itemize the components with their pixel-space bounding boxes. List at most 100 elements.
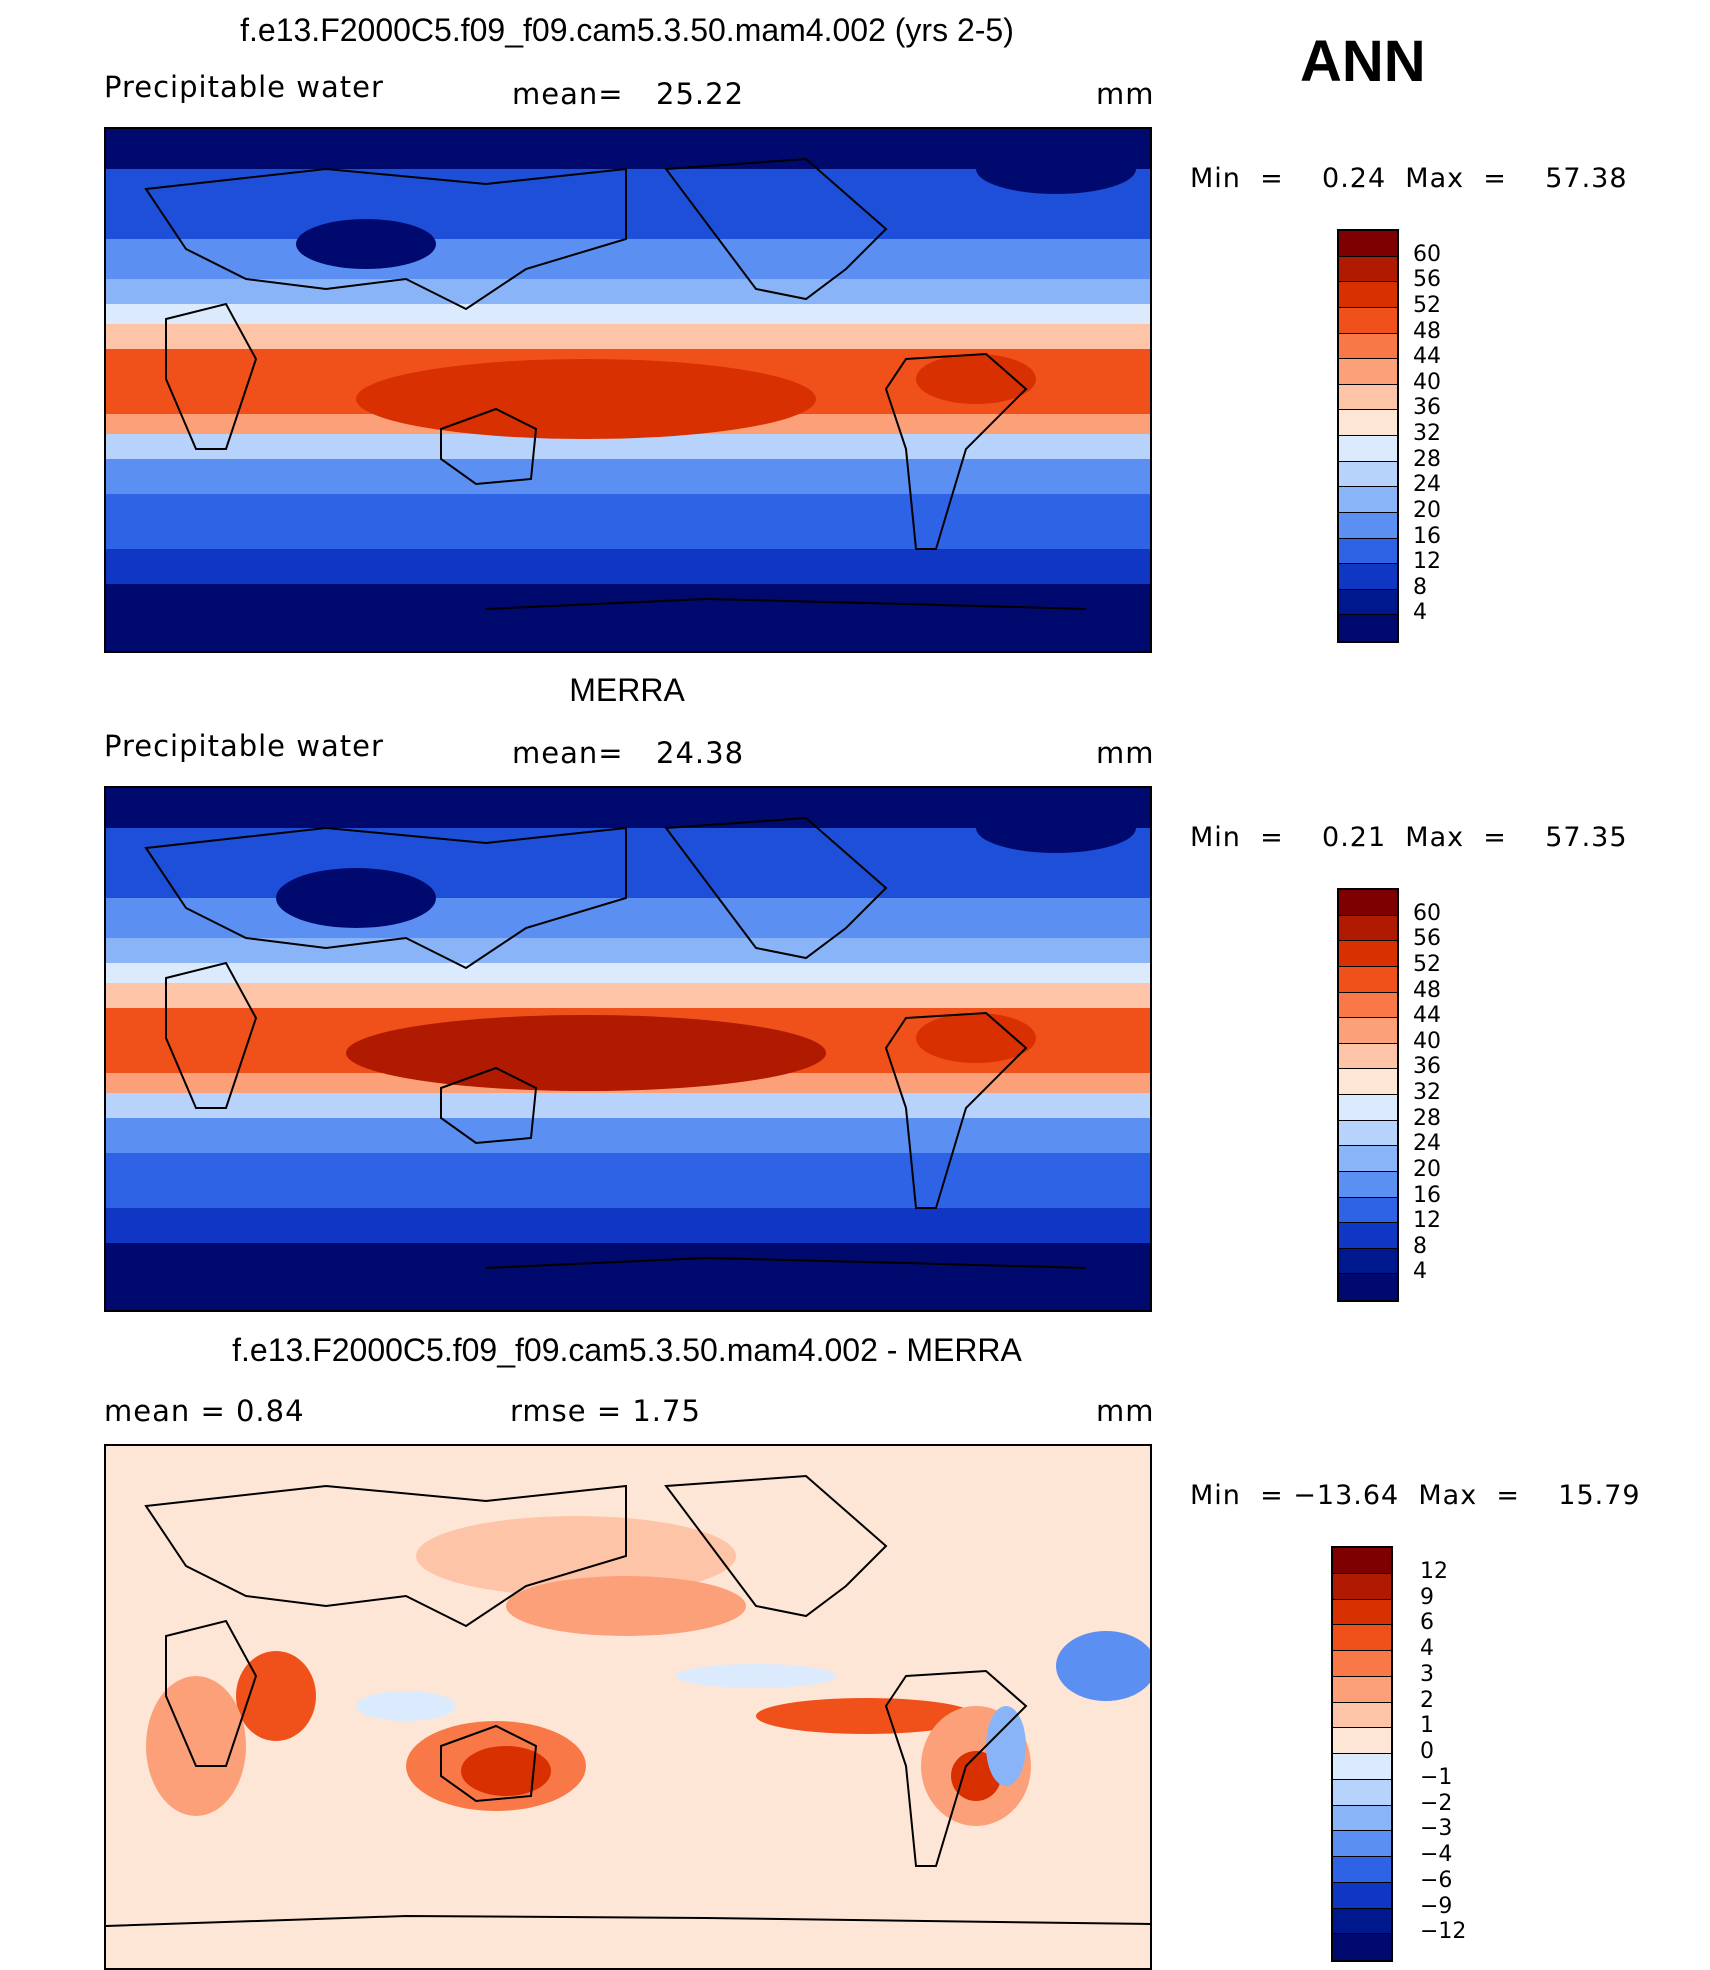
colorbar-segment (1339, 282, 1397, 308)
colorbar-tick-label: −1 (1420, 1764, 1453, 1790)
colorbar-tick-label: −2 (1420, 1790, 1453, 1816)
panel-model-title: f.e13.F2000C5.f09_f09.cam5.3.50.mam4.002… (240, 12, 1014, 48)
colorbar-segment (1339, 1069, 1397, 1095)
colorbar-segment (1339, 941, 1397, 967)
colorbar-segment (1339, 1223, 1397, 1249)
colorbar-tick-label: 20 (1413, 497, 1441, 523)
colorbar-tick-label: 40 (1413, 1028, 1441, 1054)
colorbar-segment (1333, 1779, 1391, 1806)
panel-diff-map (104, 1444, 1152, 1970)
panel-obs-map (104, 786, 1152, 1312)
colorbar-segment (1339, 256, 1397, 283)
colorbar-segment (1339, 384, 1397, 411)
panel-diff-unit: mm (1096, 1394, 1155, 1428)
panel-model-minmax: Min = 0.24 Max = 57.38 (1190, 163, 1628, 194)
panel-model-map (104, 127, 1152, 653)
colorbar-tick-label: 32 (1413, 1080, 1441, 1105)
colorbar-tick-label: 9 (1420, 1584, 1434, 1610)
colorbar-segment (1339, 1248, 1397, 1275)
season-label: ANN (1300, 29, 1426, 94)
colorbar-segment (1339, 436, 1397, 462)
colorbar-segment (1339, 333, 1397, 360)
colorbar-tick-label: 56 (1413, 926, 1441, 952)
panel-diff-colorbar (1331, 1546, 1393, 1962)
colorbar-tick-label: 24 (1413, 472, 1441, 498)
colorbar-tick-label: −12 (1420, 1919, 1467, 1945)
colorbar-tick-label: 2 (1420, 1687, 1434, 1713)
panel-obs-colorbar (1337, 888, 1399, 1302)
panel-model-colorbar (1337, 229, 1399, 643)
colorbar-segment (1333, 1573, 1391, 1600)
panel-obs-map-field (106, 788, 1150, 1310)
colorbar-segment (1339, 1146, 1397, 1172)
panel-obs-mean-value: 24.38 (656, 736, 745, 770)
colorbar-segment (1339, 487, 1397, 513)
colorbar-segment (1333, 1702, 1391, 1729)
colorbar-segment (1333, 1651, 1391, 1677)
colorbar-segment (1339, 915, 1397, 942)
colorbar-tick-label: 40 (1413, 369, 1441, 395)
colorbar-tick-label: 44 (1413, 344, 1441, 370)
colorbar-segment (1339, 410, 1397, 436)
colorbar-segment (1339, 615, 1397, 641)
colorbar-segment (1339, 1197, 1397, 1224)
colorbar-segment (1339, 538, 1397, 565)
colorbar-tick-label: 48 (1413, 318, 1441, 344)
colorbar-segment (1339, 1043, 1397, 1070)
colorbar-segment (1339, 512, 1397, 539)
colorbar-tick-label: −3 (1420, 1816, 1453, 1842)
colorbar-segment (1339, 1120, 1397, 1147)
colorbar-tick-label: 52 (1413, 292, 1441, 318)
colorbar-tick-label: 60 (1413, 900, 1441, 926)
colorbar-segment (1339, 1171, 1397, 1198)
colorbar-tick-label: 12 (1413, 549, 1441, 575)
colorbar-tick-label: 0 (1420, 1739, 1434, 1764)
colorbar-segment (1339, 564, 1397, 590)
panel-diff-map-field (106, 1446, 1150, 1968)
colorbar-tick-label: 52 (1413, 951, 1441, 977)
colorbar-tick-label: 60 (1413, 241, 1441, 267)
colorbar-segment (1333, 1805, 1391, 1832)
panel-diff-minmax: Min = −13.64 Max = 15.79 (1190, 1480, 1641, 1511)
colorbar-tick-label: 56 (1413, 267, 1441, 293)
panel-obs-mean-label: mean= (512, 736, 624, 770)
colorbar-segment (1333, 1548, 1391, 1574)
colorbar-segment (1333, 1831, 1391, 1857)
colorbar-segment (1339, 231, 1397, 257)
colorbar-tick-label: 8 (1413, 574, 1427, 600)
colorbar-segment (1333, 1754, 1391, 1780)
panel-obs-unit: mm (1096, 736, 1155, 770)
colorbar-segment (1339, 359, 1397, 385)
colorbar-segment (1333, 1908, 1391, 1935)
colorbar-segment (1333, 1882, 1391, 1909)
panel-diff-rmse-stat: rmse = 1.75 (510, 1394, 701, 1428)
colorbar-tick-label: −4 (1420, 1842, 1453, 1867)
colorbar-segment (1339, 1018, 1397, 1044)
colorbar-tick-label: 4 (1420, 1636, 1434, 1661)
colorbar-segment (1339, 1095, 1397, 1121)
panel-diff-mean-stat: mean = 0.84 (104, 1394, 305, 1428)
colorbar-segment (1339, 890, 1397, 916)
panel-model-mean-value: 25.22 (656, 77, 745, 111)
colorbar-segment (1333, 1625, 1391, 1651)
colorbar-tick-label: 1 (1420, 1713, 1434, 1739)
colorbar-tick-label: 20 (1413, 1156, 1441, 1182)
colorbar-tick-label: 12 (1420, 1558, 1448, 1584)
colorbar-tick-label: −6 (1420, 1867, 1453, 1893)
colorbar-tick-label: 3 (1420, 1661, 1434, 1687)
colorbar-tick-label: 8 (1413, 1233, 1427, 1259)
colorbar-segment (1333, 1599, 1391, 1626)
colorbar-tick-label: 16 (1413, 1182, 1441, 1208)
colorbar-tick-label: 4 (1413, 600, 1427, 626)
panel-obs-minmax: Min = 0.21 Max = 57.35 (1190, 822, 1628, 853)
colorbar-segment (1333, 1676, 1391, 1703)
colorbar-tick-label: −9 (1420, 1893, 1453, 1919)
colorbar-tick-label: 36 (1413, 1054, 1441, 1080)
panel-model-unit: mm (1096, 77, 1155, 111)
colorbar-tick-label: 36 (1413, 395, 1441, 421)
colorbar-tick-label: 28 (1413, 1105, 1441, 1131)
colorbar-tick-label: 4 (1413, 1259, 1427, 1285)
colorbar-segment (1339, 461, 1397, 488)
colorbar-segment (1339, 307, 1397, 334)
colorbar-segment (1339, 589, 1397, 616)
